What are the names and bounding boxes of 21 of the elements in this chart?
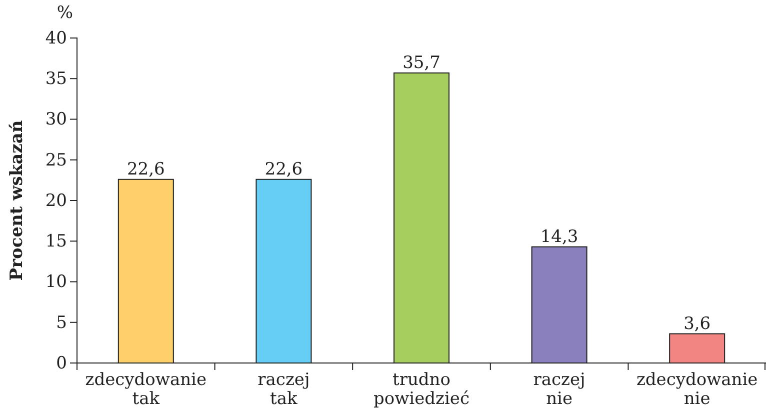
data-label: 22,6 xyxy=(126,159,165,180)
x-tick-label: raczej nie xyxy=(533,370,586,409)
x-tick-label: zdecydowanie nie xyxy=(636,370,758,409)
text: % xyxy=(56,3,74,23)
y-axis-title: Procent wskazań xyxy=(7,120,27,281)
y-tick-label: 40 xyxy=(45,28,67,48)
data-label: 22,6 xyxy=(264,159,303,180)
x-tick-label: zdecydowanie tak xyxy=(85,370,207,409)
y-tick-label: 30 xyxy=(45,110,67,130)
y-tick-label: 10 xyxy=(45,272,67,292)
data-label: 3,6 xyxy=(684,314,711,334)
y-tick-label: 0 xyxy=(56,353,67,374)
y-tick-label: 20 xyxy=(45,190,67,211)
y-tick-label: 25 xyxy=(45,150,67,170)
y-tick-label: 35 xyxy=(45,69,67,90)
x-tick-label: trudno powiedzieć xyxy=(373,370,470,409)
y-tick-label: 15 xyxy=(45,232,67,252)
data-label: 35,7 xyxy=(402,52,440,73)
data-label: 14,3 xyxy=(540,226,578,247)
y-tick-label: 5 xyxy=(56,312,67,333)
x-tick-label: raczej tak xyxy=(258,370,310,409)
